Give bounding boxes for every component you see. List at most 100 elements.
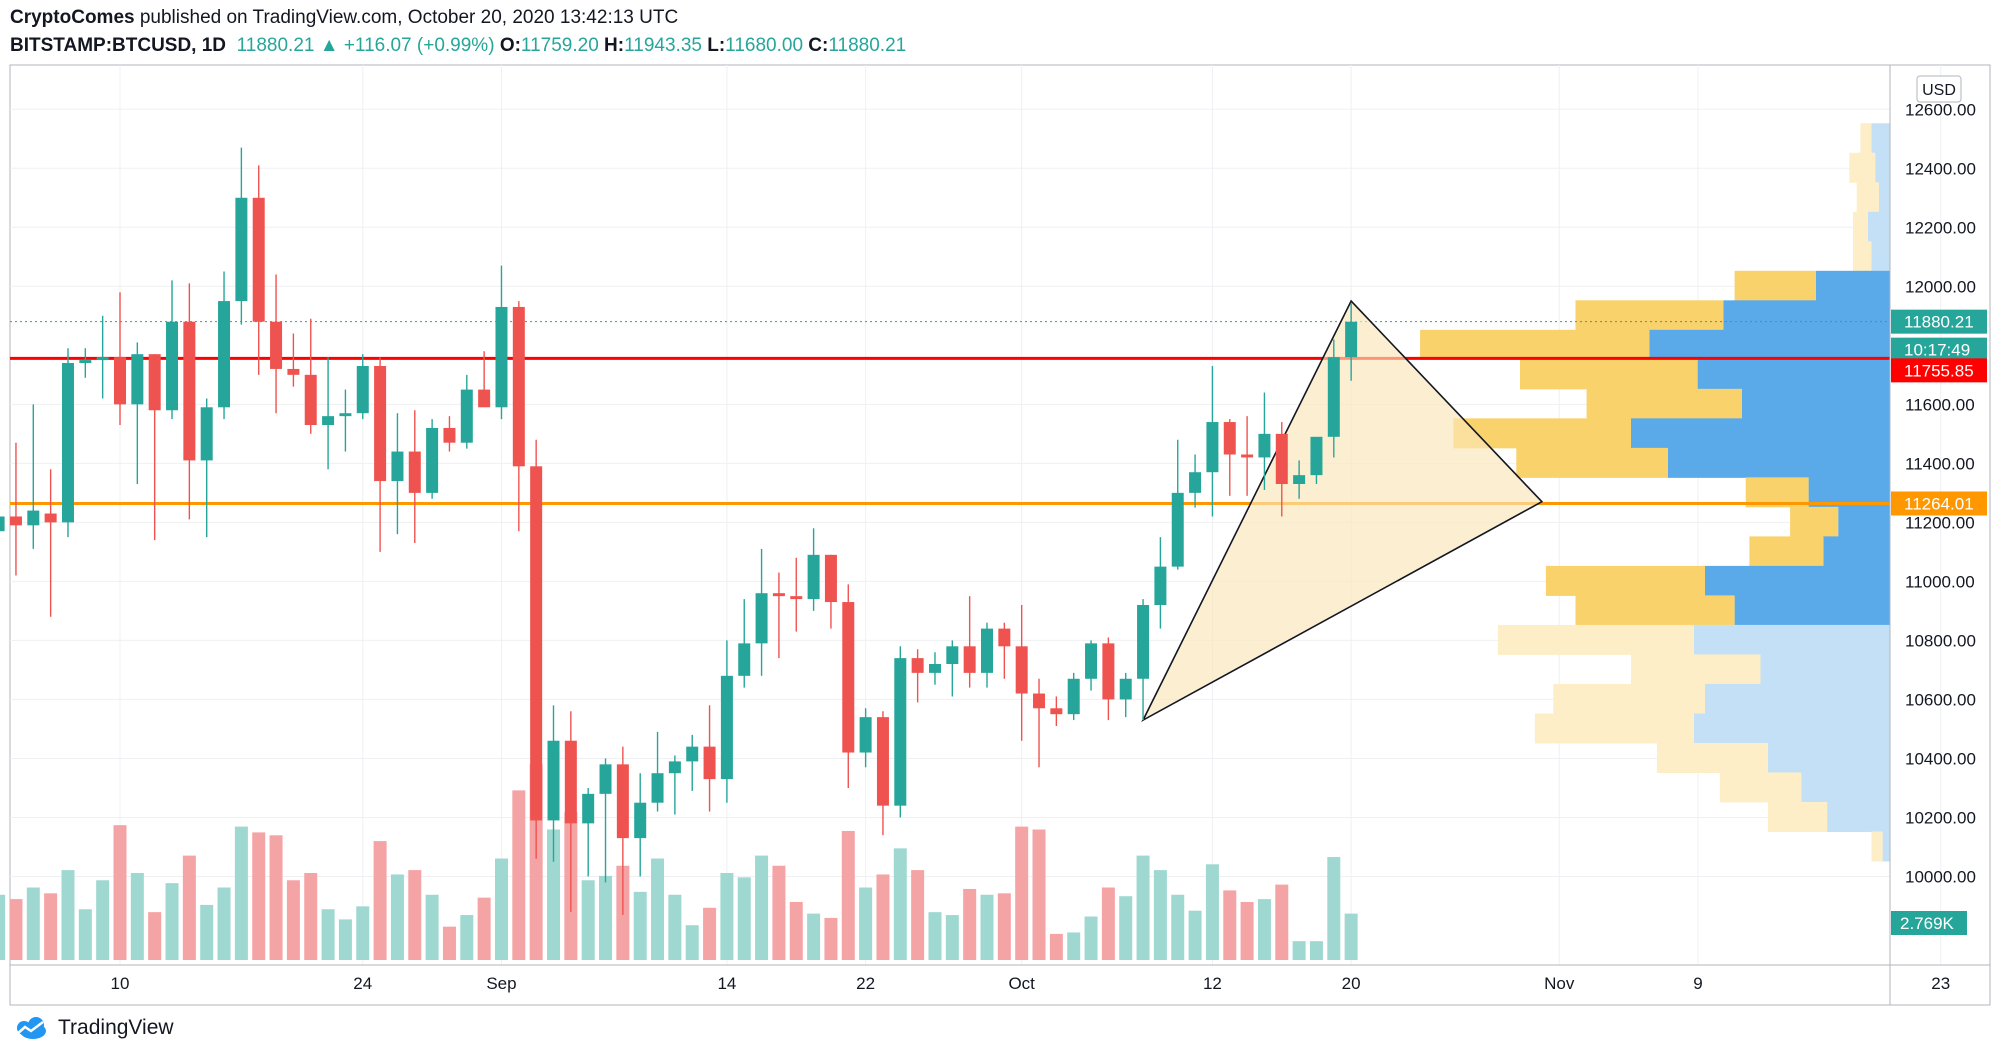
open-label: O: — [499, 35, 521, 56]
symbol-label[interactable]: BITSTAMP:BTCUSD, 1D — [10, 35, 227, 56]
volume-bar — [1275, 884, 1289, 960]
volume-bar — [477, 897, 491, 960]
volume-profile-sell — [1520, 359, 1698, 390]
volume-bar — [113, 825, 127, 960]
volume-bar — [1084, 916, 1098, 960]
candle-body — [356, 365, 369, 414]
price-axis[interactable]: 12600.00 12400.00 12200.00 12000.00 11600.00… — [1905, 100, 1976, 886]
candle-body — [894, 658, 907, 806]
volume-bar — [44, 893, 58, 960]
volume-profile-buy — [1871, 123, 1890, 154]
candle-body — [44, 513, 57, 523]
volume-bar — [182, 855, 196, 960]
volume-bar — [1292, 941, 1306, 960]
volume-bar — [286, 880, 300, 960]
volume-bar — [651, 858, 665, 960]
volume-bar — [1171, 894, 1185, 960]
candle-body — [1119, 678, 1132, 700]
price-tag-last: 11880.21 — [1904, 313, 1974, 332]
price-tag-resistance: 11755.85 — [1904, 361, 1974, 380]
candle-body — [252, 197, 265, 322]
candle-body — [755, 593, 768, 644]
volume-bar — [807, 913, 821, 960]
price-tick-label: 12000.00 — [1905, 277, 1976, 296]
volume-bar — [26, 887, 40, 960]
publish-line: CryptoComes published on TradingView.com… — [10, 6, 1990, 30]
volume-profile-buy — [1767, 742, 1890, 773]
price-tick-label: 11200.00 — [1905, 513, 1975, 532]
triangle-shape[interactable] — [1141, 299, 1544, 723]
volume-profile-sell — [1719, 772, 1802, 803]
time-tick-label: Oct — [1008, 974, 1035, 993]
candle-body — [460, 389, 473, 443]
candle-body — [720, 675, 733, 780]
author-name[interactable]: CryptoComes — [10, 7, 135, 28]
volume-profile-sell — [1871, 831, 1883, 862]
tradingview-logo-icon — [16, 1017, 46, 1039]
price-tick-label: 12600.00 — [1905, 100, 1976, 119]
price-tag-bg — [1891, 358, 1987, 383]
candle-body — [998, 628, 1011, 647]
candle-body — [1293, 475, 1306, 485]
volume-profile-buy — [1734, 595, 1890, 626]
time-tick-label: Sep — [486, 974, 516, 993]
volume-profile-sell — [1586, 388, 1742, 419]
candle-body — [582, 793, 595, 824]
candles — [0, 147, 1358, 915]
volume-profile — [1420, 123, 1890, 862]
volume-profile-buy — [1693, 624, 1890, 655]
price-tag-bg — [1891, 337, 1987, 362]
price-tick-label: 10000.00 — [1905, 867, 1976, 886]
candle-body — [703, 746, 716, 780]
candle-body — [235, 197, 248, 302]
volume-bar — [321, 909, 335, 960]
volume-profile-sell — [1734, 270, 1816, 301]
volume-bar — [1223, 890, 1237, 960]
candle-body — [1206, 422, 1219, 473]
volume-bar — [356, 906, 370, 960]
volume-bar — [772, 865, 786, 960]
volume-bar — [130, 873, 144, 960]
candle-body — [668, 761, 681, 774]
tradingview-footer[interactable]: TradingView — [12, 1016, 174, 1040]
time-axis[interactable]: 10 24 Sep 14 22 Oct 12 20 Nov 9 23 — [111, 974, 1951, 993]
volume-bar — [338, 919, 352, 960]
volume-profile-sell — [1790, 506, 1839, 537]
candle-body — [1085, 643, 1098, 679]
volume-profile-sell — [1749, 536, 1824, 567]
volume-profile-sell — [1553, 683, 1705, 714]
candle-body — [322, 416, 335, 425]
volume-bars — [0, 764, 1358, 960]
volume-bar — [304, 873, 318, 960]
volume-bar — [217, 887, 231, 960]
horizontal-levels[interactable] — [10, 321, 1890, 505]
chart-border — [9, 64, 1991, 1006]
candle-body — [61, 363, 74, 523]
candle-body — [981, 628, 993, 673]
triangle-pattern[interactable] — [1141, 299, 1544, 723]
volume-profile-sell — [1853, 241, 1872, 272]
time-tick-label: 9 — [1693, 974, 1702, 993]
candle-body — [928, 664, 941, 673]
candle-body — [270, 321, 283, 369]
volume-bar — [390, 874, 404, 960]
candle-body — [824, 554, 837, 603]
candle-body — [1275, 433, 1288, 485]
volume-bar — [269, 835, 283, 960]
candle-body — [1258, 433, 1271, 458]
volume-bar — [1257, 899, 1271, 960]
candle-body — [79, 360, 92, 364]
volume-profile-buy — [1631, 418, 1890, 449]
currency-button[interactable]: USD — [1916, 75, 1962, 103]
candle-body — [218, 301, 231, 408]
candle-body — [599, 764, 612, 794]
candle-body — [616, 764, 629, 839]
volume-profile-sell — [1767, 801, 1828, 832]
candle-body — [876, 717, 889, 806]
volume-bar — [1205, 864, 1219, 960]
volume-profile-buy — [1875, 152, 1890, 183]
candle-body — [131, 354, 144, 405]
volume-profile-buy — [1742, 388, 1890, 419]
price-tick-label: 10800.00 — [1905, 631, 1976, 650]
